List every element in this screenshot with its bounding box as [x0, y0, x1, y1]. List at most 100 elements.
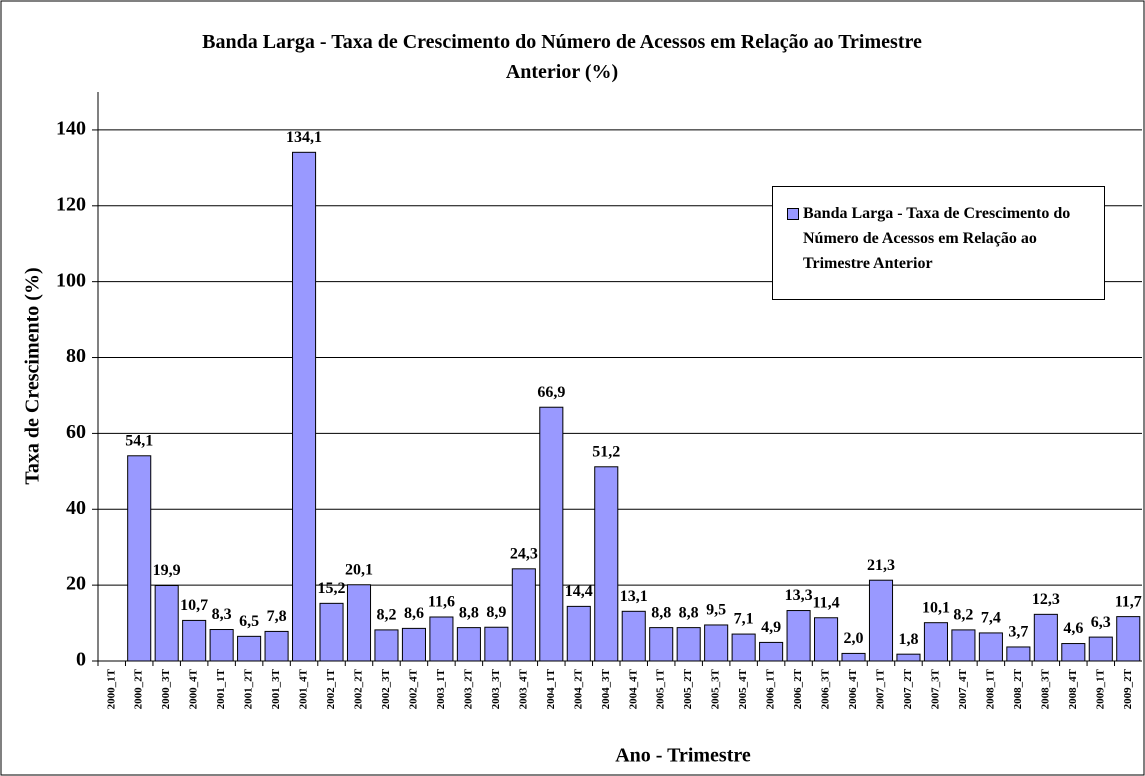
x-tick-label: 2009_1T — [1094, 668, 1106, 709]
data-label: 8,8 — [679, 604, 699, 621]
data-label: 11,4 — [812, 594, 839, 611]
y-tick-label: 60 — [66, 421, 86, 443]
x-tick-label: 2009_2T — [1122, 668, 1134, 709]
bar — [539, 406, 564, 662]
data-label: 8,3 — [212, 606, 232, 623]
data-label: 134,1 — [286, 129, 322, 146]
x-tick-label: 2008_3T — [1039, 668, 1051, 709]
data-label: 2,0 — [844, 630, 864, 647]
bar — [429, 616, 454, 662]
bar — [1033, 613, 1058, 662]
data-label: 20,1 — [345, 561, 373, 578]
data-label: 7,8 — [267, 608, 287, 625]
y-tick-label: 20 — [66, 573, 86, 595]
y-tick-label: 140 — [56, 118, 86, 140]
bar — [759, 641, 784, 662]
x-axis-title: Ano - Trimestre — [615, 745, 751, 767]
bar — [1088, 636, 1113, 662]
y-tick-label: 80 — [66, 345, 86, 367]
data-label: 24,3 — [510, 545, 538, 562]
bar — [127, 455, 152, 662]
x-tick-label: 2006_1T — [765, 668, 777, 709]
x-tick-label: 2008_4T — [1067, 668, 1079, 709]
y-tick-label: 40 — [66, 497, 86, 519]
x-tick-label: 2002_2T — [353, 668, 365, 709]
y-axis-title: Taxa de Crescimento (%) — [22, 267, 44, 484]
bar — [786, 610, 811, 662]
bar — [704, 624, 729, 662]
data-label: 11,7 — [1115, 593, 1142, 610]
data-label: 10,7 — [180, 597, 208, 614]
data-label: 13,3 — [785, 587, 813, 604]
data-label: 51,2 — [592, 443, 620, 460]
bar — [1061, 643, 1086, 662]
x-tick-label: 2005_1T — [655, 668, 667, 709]
x-tick-label: 2004_4T — [627, 668, 639, 709]
bar — [621, 610, 646, 662]
data-label: 14,4 — [565, 583, 593, 600]
data-label: 8,9 — [486, 604, 506, 621]
x-tick-label: 2004_3T — [600, 668, 612, 709]
bar — [566, 605, 591, 662]
data-label: 1,8 — [898, 631, 918, 648]
bar — [1006, 646, 1031, 662]
bar — [649, 627, 674, 662]
data-label: 9,5 — [706, 602, 726, 619]
bar — [346, 584, 372, 662]
y-tick-label: 0 — [76, 649, 86, 671]
legend-swatch — [787, 208, 799, 220]
data-label: 13,1 — [620, 588, 648, 605]
bar — [237, 635, 262, 662]
bar — [731, 633, 756, 662]
data-label: 3,7 — [1008, 624, 1028, 641]
data-label: 15,2 — [318, 580, 346, 597]
y-tick-label: 100 — [56, 269, 86, 291]
data-label: 11,6 — [428, 594, 455, 611]
x-tick-label: 2008_1T — [984, 668, 996, 709]
x-tick-label: 2000_2T — [133, 668, 145, 709]
data-label: 12,3 — [1032, 591, 1060, 608]
data-label: 21,3 — [867, 557, 895, 574]
bar — [951, 629, 976, 662]
data-label: 6,5 — [239, 613, 259, 630]
x-tick-label: 2008_2T — [1012, 668, 1024, 709]
x-tick-label: 2007_1T — [875, 668, 887, 709]
data-label: 7,4 — [981, 610, 1001, 627]
data-label: 54,1 — [125, 432, 153, 449]
x-tick-label: 2001_1T — [215, 668, 227, 709]
chart-title: Banda Larga - Taxa de Crescimento do Núm… — [202, 31, 922, 83]
x-tick-label: 2004_2T — [572, 668, 584, 709]
bar — [841, 652, 866, 662]
x-tick-label: 2006_4T — [847, 668, 859, 709]
bar — [182, 619, 207, 662]
bar — [868, 579, 894, 662]
bar — [154, 585, 179, 662]
x-tick-label: 2006_2T — [792, 668, 804, 709]
x-tick-label: 2005_4T — [737, 668, 749, 709]
bar — [292, 151, 317, 662]
x-tick-label: 2002_3T — [380, 668, 392, 709]
x-tick-label: 2002_4T — [407, 668, 419, 709]
data-label: 8,6 — [404, 605, 424, 622]
x-tick-label: 2001_3T — [270, 668, 282, 709]
bar — [511, 568, 536, 662]
x-tick-label: 2004_1T — [545, 668, 557, 709]
bar — [814, 617, 839, 662]
legend-label: Banda Larga - Taxa de Crescimento do Núm… — [803, 205, 1071, 272]
bar — [923, 622, 948, 662]
x-tick-label: 2001_2T — [243, 668, 255, 709]
data-label: 4,9 — [761, 619, 781, 636]
data-label: 8,2 — [953, 607, 973, 624]
x-tick-label: 2000_1T — [105, 668, 117, 709]
data-label: 8,8 — [651, 604, 671, 621]
data-label: 6,3 — [1091, 614, 1111, 631]
x-tick-label: 2002_1T — [325, 668, 337, 709]
data-label: 8,8 — [459, 604, 479, 621]
bar — [374, 629, 399, 662]
x-tick-label: 2007_4T — [957, 668, 969, 709]
x-tick-label: 2000_3T — [160, 668, 172, 709]
bar — [319, 602, 344, 662]
legend-entry: Banda Larga - Taxa de Crescimento do Núm… — [787, 201, 1094, 276]
x-tick-label: 2000_4T — [188, 668, 200, 709]
